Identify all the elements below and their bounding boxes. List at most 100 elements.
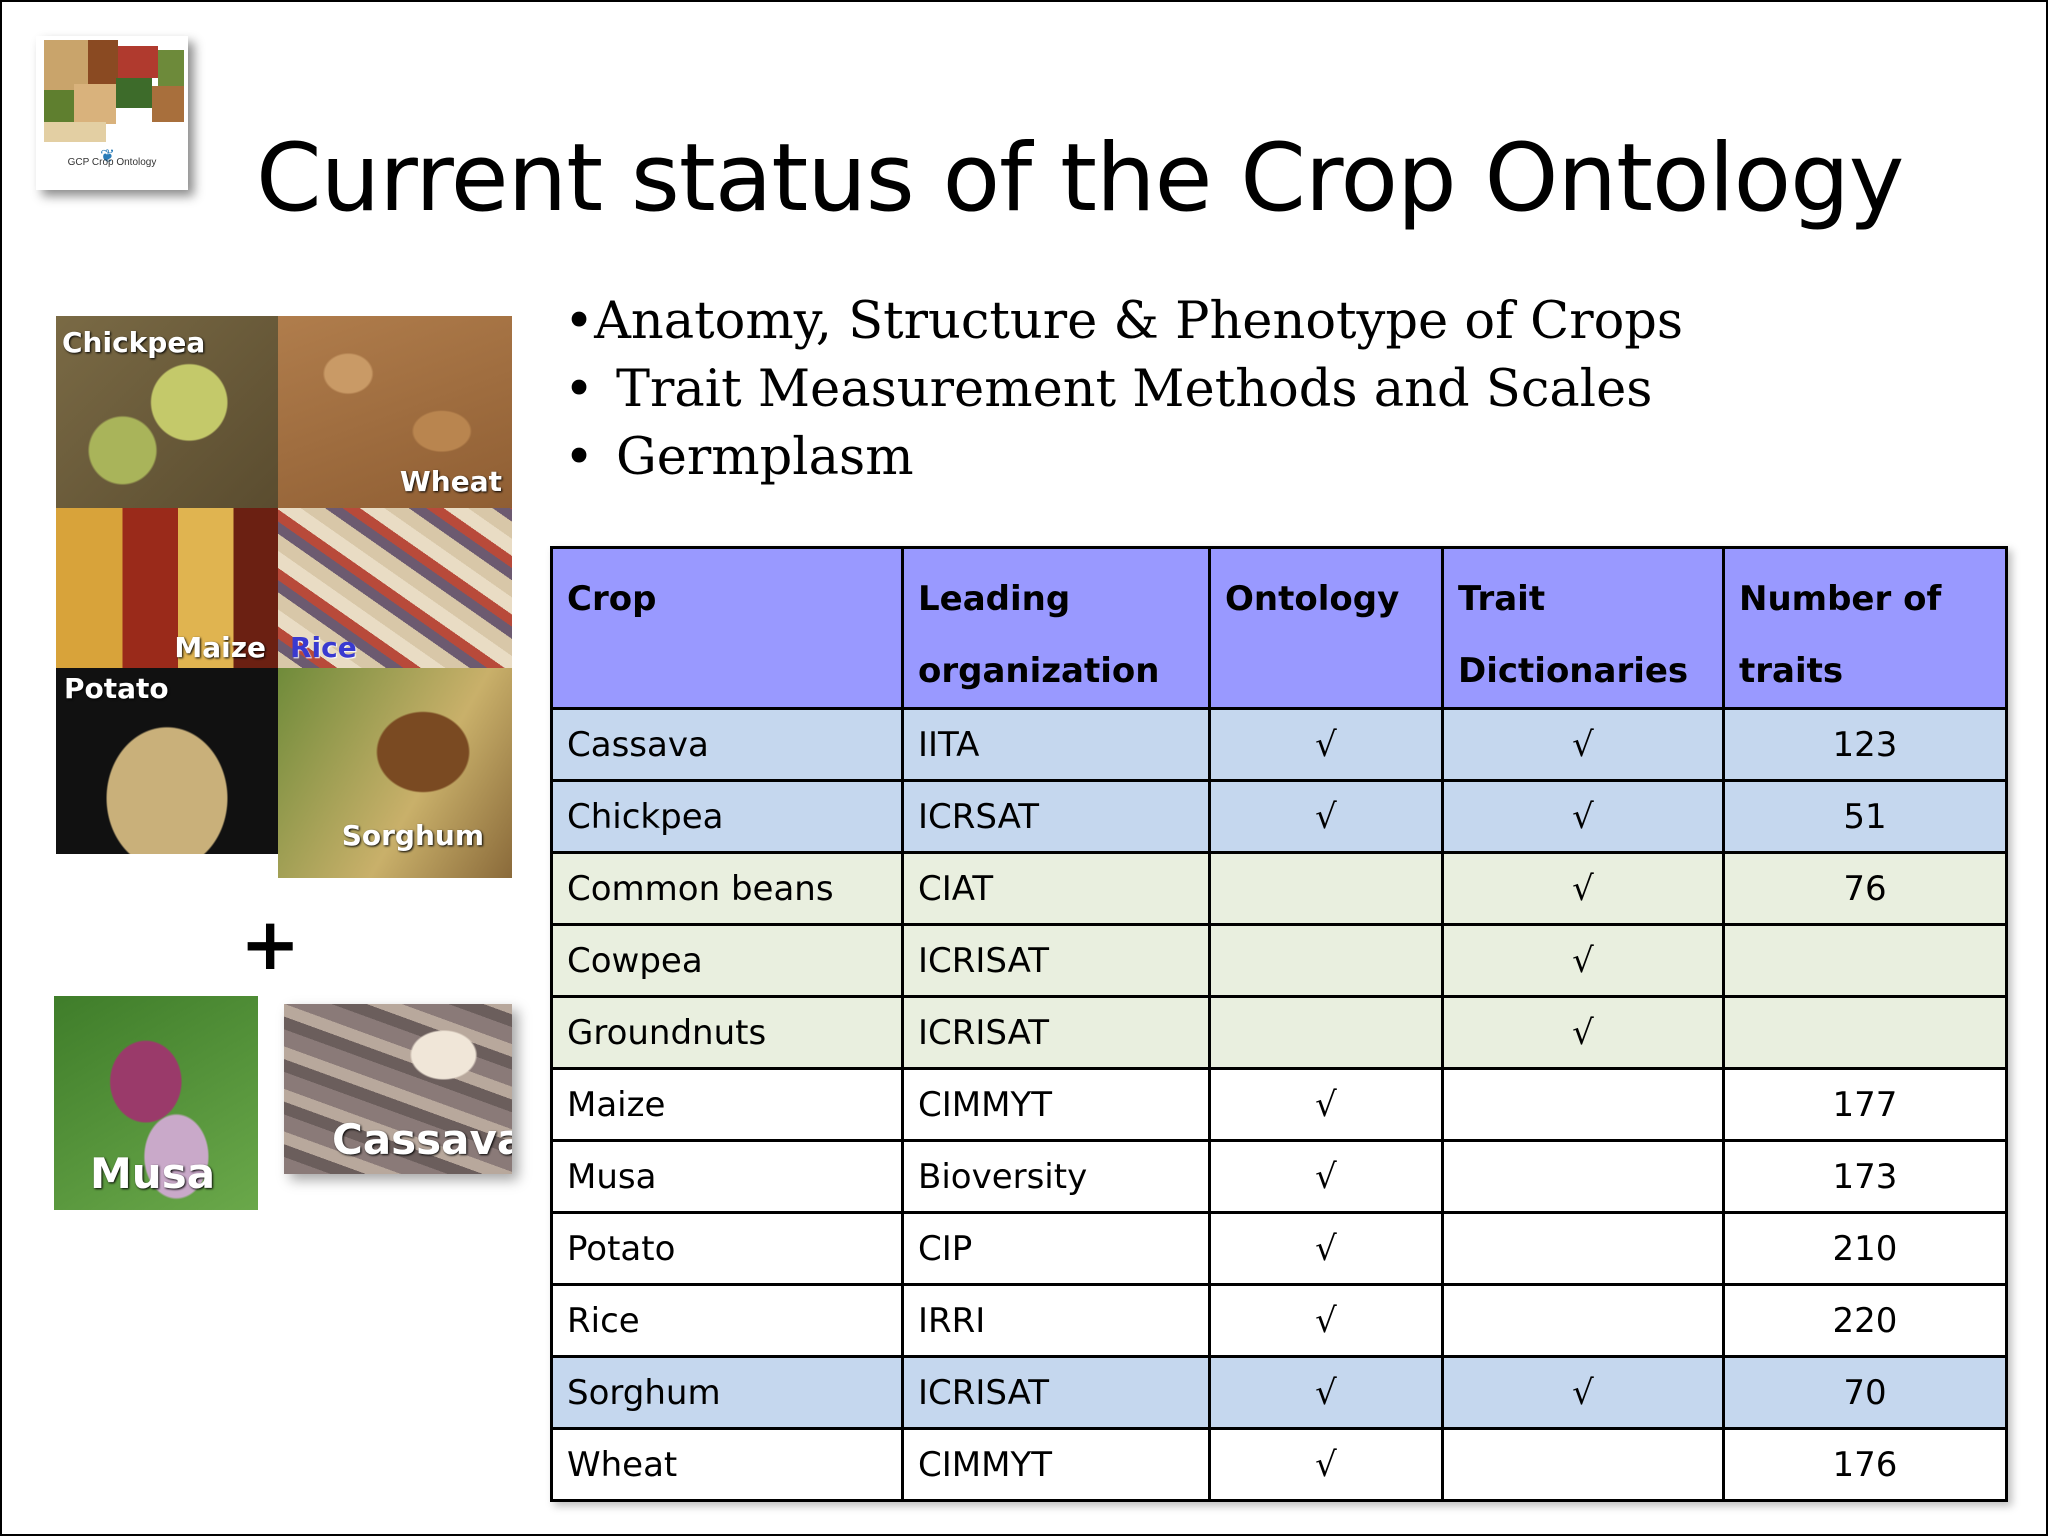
- crop-photo-collage: Chickpea Wheat Maize Rice Potato Sorghum: [56, 316, 516, 882]
- bullet-dot: •: [564, 360, 595, 419]
- bullet-list: •Anatomy, Structure & Phenotype of Crops…: [564, 288, 1683, 492]
- table-header-row: Crop Leading organization Ontology Trait D…: [550, 546, 2008, 710]
- cell-ontology: √: [1208, 1283, 1444, 1358]
- wheat-label: Wheat: [399, 465, 502, 498]
- cell-dictionaries: √: [1441, 851, 1725, 926]
- cell-traits: 210: [1722, 1211, 2008, 1286]
- slide-title: Current status of the Crop Ontology: [256, 124, 1904, 233]
- table-row: Common beans CIAT √ 76: [550, 851, 2008, 926]
- bullet-text: Trait Measurement Methods and Scales: [616, 360, 1653, 419]
- cell-ontology: √: [1208, 779, 1444, 854]
- table-row: Wheat CIMMYT √ 176: [550, 1427, 2008, 1502]
- bullet-text: Anatomy, Structure & Phenotype of Crops: [594, 292, 1684, 351]
- cell-ontology: √: [1208, 1139, 1444, 1214]
- cell-org: CIAT: [901, 851, 1211, 926]
- cell-traits: [1722, 923, 2008, 998]
- table-row: Groundnuts ICRISAT √: [550, 995, 2008, 1070]
- table-row: Cowpea ICRISAT √: [550, 923, 2008, 998]
- cell-crop: Maize: [550, 1067, 904, 1142]
- cell-crop: Groundnuts: [550, 995, 904, 1070]
- cell-traits: 51: [1722, 779, 2008, 854]
- cell-dictionaries: [1441, 1427, 1725, 1502]
- cell-traits: 176: [1722, 1427, 2008, 1502]
- header-line: organization: [918, 651, 1160, 691]
- cell-org: Bioversity: [901, 1139, 1211, 1214]
- plus-sign: +: [240, 902, 301, 986]
- wheat-photo: Wheat: [278, 316, 512, 508]
- cell-org: IRRI: [901, 1283, 1211, 1358]
- cell-ontology: [1208, 923, 1444, 998]
- cell-crop: Potato: [550, 1211, 904, 1286]
- table-row: Sorghum ICRISAT √ √ 70: [550, 1355, 2008, 1430]
- bullet-dot: •: [564, 292, 595, 351]
- cell-crop: Musa: [550, 1139, 904, 1214]
- bullet-item: • Germplasm: [564, 424, 1683, 492]
- cell-dictionaries: [1441, 1067, 1725, 1142]
- bullet-dot: •: [564, 428, 595, 487]
- cell-traits: 173: [1722, 1139, 2008, 1214]
- bullet-item: • Trait Measurement Methods and Scales: [564, 356, 1683, 424]
- cell-org: CIMMYT: [901, 1427, 1211, 1502]
- header-ontology: Ontology: [1208, 546, 1444, 710]
- chickpea-photo: Chickpea: [56, 316, 278, 508]
- cell-org: ICRISAT: [901, 995, 1211, 1070]
- musa-label: Musa: [90, 1149, 216, 1198]
- cell-crop: Rice: [550, 1283, 904, 1358]
- cell-crop: Cowpea: [550, 923, 904, 998]
- cell-dictionaries: [1441, 1139, 1725, 1214]
- header-trait-dictionaries: Trait Dictionaries: [1441, 546, 1725, 710]
- bullet-text: Germplasm: [616, 428, 914, 487]
- cell-org: IITA: [901, 707, 1211, 782]
- cell-ontology: √: [1208, 1427, 1444, 1502]
- musa-photo: Musa: [54, 996, 258, 1210]
- header-crop: Crop: [550, 546, 904, 710]
- cell-traits: 123: [1722, 707, 2008, 782]
- header-line: Leading: [918, 579, 1071, 619]
- table-row: Maize CIMMYT √ 177: [550, 1067, 2008, 1142]
- cell-ontology: √: [1208, 1211, 1444, 1286]
- cell-crop: Wheat: [550, 1427, 904, 1502]
- cell-dictionaries: √: [1441, 995, 1725, 1070]
- cell-dictionaries: √: [1441, 779, 1725, 854]
- cell-traits: 70: [1722, 1355, 2008, 1430]
- header-ontology-text: Ontology: [1225, 579, 1400, 619]
- rice-photo: Rice: [278, 508, 512, 668]
- bullet-item: •Anatomy, Structure & Phenotype of Crops: [564, 288, 1683, 356]
- cell-crop: Chickpea: [550, 779, 904, 854]
- table-row: Musa Bioversity √ 173: [550, 1139, 2008, 1214]
- cell-traits: 177: [1722, 1067, 2008, 1142]
- header-line: Trait: [1458, 579, 1546, 619]
- cell-org: CIMMYT: [901, 1067, 1211, 1142]
- header-crop-text: Crop: [567, 579, 657, 619]
- maize-photo: Maize: [56, 508, 278, 668]
- table-row: Rice IRRI √ 220: [550, 1283, 2008, 1358]
- cell-dictionaries: √: [1441, 923, 1725, 998]
- crop-ontology-logo: ❦ GCP Crop Ontology: [36, 36, 188, 190]
- cell-ontology: √: [1208, 1355, 1444, 1430]
- cell-crop: Cassava: [550, 707, 904, 782]
- potato-photo: Potato: [56, 668, 278, 854]
- cell-org: ICRISAT: [901, 1355, 1211, 1430]
- cell-ontology: √: [1208, 1067, 1444, 1142]
- cell-dictionaries: √: [1441, 1355, 1725, 1430]
- cell-dictionaries: √: [1441, 707, 1725, 782]
- table-row: Potato CIP √ 210: [550, 1211, 2008, 1286]
- cell-ontology: [1208, 851, 1444, 926]
- maize-label: Maize: [174, 631, 266, 664]
- table-row: Cassava IITA √ √ 123: [550, 707, 2008, 782]
- sorghum-label: Sorghum: [341, 819, 484, 852]
- logo-mark-icon: ❦: [100, 146, 116, 167]
- cell-org: ICRSAT: [901, 779, 1211, 854]
- table-row: Chickpea ICRSAT √ √ 51: [550, 779, 2008, 854]
- logo-crop-mosaic: [44, 40, 184, 150]
- header-line: Dictionaries: [1458, 651, 1689, 691]
- cell-crop: Sorghum: [550, 1355, 904, 1430]
- crop-status-table: Crop Leading organization Ontology Trait D…: [550, 546, 2008, 1502]
- cassava-label: Cassava: [332, 1115, 512, 1164]
- cell-traits: [1722, 995, 2008, 1070]
- cell-dictionaries: [1441, 1283, 1725, 1358]
- cell-org: ICRISAT: [901, 923, 1211, 998]
- header-line: traits: [1739, 651, 1844, 691]
- header-number-of-traits: Number of traits: [1722, 546, 2008, 710]
